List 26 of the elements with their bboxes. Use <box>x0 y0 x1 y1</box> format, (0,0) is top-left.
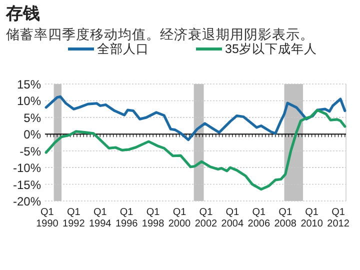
line-series <box>44 95 346 142</box>
chart-subtitle: 储蓄率四季度移动均值。经济衰退期用阴影表示。 <box>6 27 314 42</box>
x-tick-label: Q1 1992 <box>62 207 86 230</box>
y-tick-label: 15% <box>16 78 42 92</box>
y-tick-label: 10% <box>16 94 42 108</box>
x-tick-label: Q1 1994 <box>89 207 112 230</box>
y-tick-label: -5% <box>20 144 42 158</box>
x-tick-label: Q1 2006 <box>248 207 270 230</box>
x-tick-label: Q1 2004 <box>221 207 244 230</box>
y-tick-label: -15% <box>12 178 42 192</box>
chart-title: 存钱 <box>5 4 40 23</box>
x-tick-label: Q1 2002 <box>194 207 218 230</box>
y-tick-label: -10% <box>12 161 42 176</box>
x-tick-label: Q1 2000 <box>168 207 192 230</box>
x-tick-label: Q1 2012 <box>327 207 350 230</box>
y-tick-label: 0% <box>24 128 42 142</box>
x-tick-label: Q1 2010 <box>300 207 324 230</box>
line-series <box>44 108 346 191</box>
x-tick-label: Q1 2008 <box>274 207 297 230</box>
legend-label: 全部人口 <box>97 42 149 56</box>
x-tick-label: Q1 1990 <box>36 207 59 230</box>
x-tick-label: Q1 1996 <box>115 207 138 230</box>
y-tick-label: -20% <box>12 194 42 208</box>
y-tick-label: 5% <box>24 110 42 125</box>
legend-label: 35岁以下成年人 <box>225 42 317 56</box>
x-tick-label: Q1 1998 <box>142 207 165 230</box>
